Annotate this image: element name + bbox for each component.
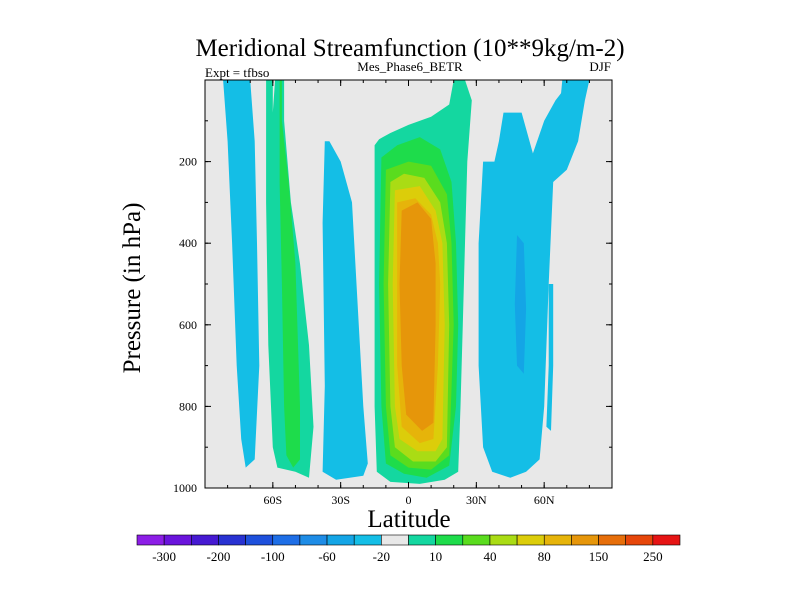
contour-nh-cell-inner: [514, 235, 527, 374]
x-axis-ticks: 60S 30S 0 30N 60N: [204, 80, 613, 507]
colorbar: -300 -200 -100 -60 -20 10 40 80 150 250: [136, 534, 681, 564]
colorbar-box: [245, 534, 274, 546]
y-tick-label: 600: [179, 318, 197, 332]
colorbar-box: [136, 534, 165, 546]
colorbar-label: 40: [483, 549, 496, 564]
colorbar-box: [326, 534, 355, 546]
y-tick-label: 400: [179, 236, 197, 250]
y-tick-label: 1000: [173, 481, 197, 495]
colorbar-box: [516, 534, 545, 546]
x-tick-label: 60N: [534, 493, 555, 507]
colorbar-box: [408, 534, 436, 546]
x-tick-label: 60S: [263, 493, 282, 507]
colorbar-box: [272, 534, 301, 546]
experiment-name-label: Mes_Phase6_BETR: [357, 59, 463, 74]
colorbar-label: 80: [538, 549, 551, 564]
colorbar-label: 250: [643, 549, 663, 564]
contour-sh-subtropical: [322, 141, 368, 480]
colorbar-box: [163, 534, 192, 546]
contour-nh-tail-1: [546, 284, 554, 431]
colorbar-box: [191, 534, 219, 546]
y-axis-ticks: 200 400 600 800 1000: [173, 120, 612, 495]
colorbar-label: -100: [261, 549, 285, 564]
colorbar-box: [625, 534, 654, 546]
colorbar-box: [218, 534, 246, 546]
colorbar-box: [543, 534, 572, 546]
x-tick-label: 30S: [331, 493, 350, 507]
colorbar-box: [462, 534, 491, 546]
contour-plot: [205, 80, 612, 488]
colorbar-box: [652, 534, 681, 546]
contour-sh-ferrel-inner: [279, 80, 300, 468]
colorbar-label: -300: [152, 549, 176, 564]
colorbar-box: [381, 534, 409, 546]
colorbar-box: [489, 534, 518, 546]
colorbar-label: -20: [373, 549, 390, 564]
x-axis-label: Latitude: [367, 506, 450, 533]
x-tick-label: 0: [406, 493, 412, 507]
y-tick-label: 800: [179, 399, 197, 413]
season-label: DJF: [589, 59, 611, 74]
chart-title: Meridional Streamfunction (10**9kg/m-2): [195, 35, 624, 62]
expt-label: Expt = tfbso: [205, 65, 269, 80]
contour-sh-polar-cell: [223, 80, 260, 468]
colorbar-label: -60: [318, 549, 335, 564]
colorbar-label: 150: [589, 549, 609, 564]
colorbar-label: 10: [429, 549, 442, 564]
contour-nh-cell: [478, 80, 590, 478]
colorbar-label: -200: [207, 549, 231, 564]
contour-hadley-core: [399, 202, 436, 431]
colorbar-box: [299, 534, 328, 546]
colorbar-box: [571, 534, 599, 546]
colorbar-box: [435, 534, 464, 546]
y-axis-label: Pressure (in hPa): [119, 203, 146, 374]
colorbar-box: [598, 534, 626, 546]
x-tick-label: 30N: [466, 493, 487, 507]
contour-nh-polar-strip: [557, 80, 579, 162]
y-tick-label: 200: [179, 155, 197, 169]
colorbar-box: [353, 534, 382, 546]
